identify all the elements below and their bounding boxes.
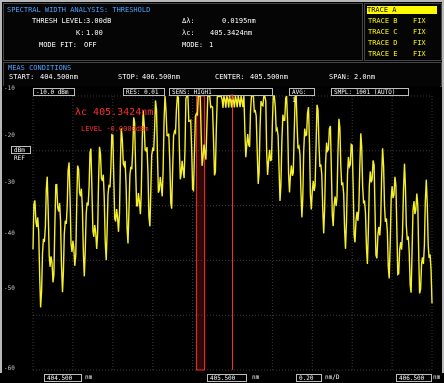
resolution-label: RES: <box>126 89 141 96</box>
k-value: 1.00 <box>86 29 103 37</box>
y-tick-0: -10 <box>4 85 15 92</box>
y-tick-1: -20 <box>4 132 15 139</box>
trace-c-name[interactable]: TRACE C <box>368 28 398 36</box>
trace-b-name[interactable]: TRACE B <box>368 17 398 25</box>
trace-a-selected[interactable]: TRACE A <box>367 6 437 14</box>
center-bottom-value: 405.500 <box>210 375 236 382</box>
analysis-panel: SPECTRAL WIDTH ANALYSIS: THRESHOLD THRES… <box>3 3 363 61</box>
span-box: 0.20 <box>296 374 322 382</box>
start-bottom-unit: nm <box>85 374 93 381</box>
level-annotation: LEVEL -0.0000dBm <box>81 125 149 133</box>
sensitivity-box: SENS: HIGH1 <box>169 88 273 96</box>
k-label: K: <box>76 29 85 37</box>
trace-d-name[interactable]: TRACE D <box>368 39 398 47</box>
spectrum-chart: -10.0 dBm RES: 0.01 SENS: HIGH1 AVG: 1 S… <box>3 86 440 374</box>
stop-bottom-unit: nm <box>433 374 441 381</box>
center-label: CENTER: <box>215 73 245 81</box>
trace-e-name[interactable]: TRACE E <box>368 50 398 58</box>
delta-lambda-value: 0.0195nm <box>222 17 256 25</box>
mode-fit-value: OFF <box>84 41 97 49</box>
average-box: AVG: 1 <box>289 88 315 104</box>
thresh-value: 3.00dB <box>86 17 112 25</box>
span-label: SPAN: <box>329 73 351 81</box>
stop-bottom-value: 406.500 <box>399 375 425 382</box>
center-bottom-unit: nm <box>252 374 260 381</box>
trace-panel: TRACE A TRACE B FIX TRACE C FIX TRACE D … <box>364 3 442 61</box>
conditions-title: MEAS CONDITIONS <box>8 64 72 72</box>
measurement-conditions: MEAS CONDITIONS START: 404.500nm STOP: 4… <box>3 62 442 87</box>
peak-marker-label: 4 <box>229 93 234 102</box>
lambda-c-value: 405.3424nm <box>210 29 253 37</box>
start-value: 404.500nm <box>40 73 78 81</box>
mode-fit-label: MODE FIT: <box>39 41 77 49</box>
ref-marker-box: dBm REF <box>11 146 31 162</box>
stop-value: 406.500nm <box>142 73 180 81</box>
span-bottom-value: 0.20 <box>299 375 314 382</box>
span-value: 2.0nm <box>354 73 376 81</box>
resolution-value: 0.01 <box>144 89 159 96</box>
mode-value: 1 <box>209 41 214 49</box>
start-label: START: <box>9 73 35 81</box>
start-box: 404.500 <box>44 374 82 382</box>
trace-b-value: FIX <box>413 17 426 25</box>
lambda-center-annotation: λc 405.3424nm <box>75 107 154 118</box>
reference-level-unit: dBm <box>57 89 69 96</box>
sensitivity-value: HIGH1 <box>193 89 212 96</box>
trace-c-value: FIX <box>413 28 426 36</box>
lambda-c-label: λc: <box>182 29 195 37</box>
panel-title: SPECTRAL WIDTH ANALYSIS: THRESHOLD <box>7 6 151 14</box>
center-value: 405.500nm <box>250 73 288 81</box>
trace-d-value: FIX <box>413 39 426 47</box>
spectrum-svg <box>3 86 440 374</box>
reference-level-value: -10.0 <box>36 89 55 96</box>
average-value: 1 <box>292 97 296 104</box>
start-bottom-value: 404.500 <box>47 375 73 382</box>
y-tick-4: -50 <box>4 285 15 292</box>
mode-label: MODE: <box>182 41 204 49</box>
sampling-box: SMPL: 1001 (AUTO) <box>331 88 409 96</box>
delta-lambda-label: Δλ: <box>182 17 195 25</box>
trace-path <box>32 93 433 308</box>
y-tick-5: -60 <box>4 365 15 372</box>
chart-background <box>3 86 440 374</box>
sampling-value: 1001 (AUTO) <box>355 89 396 96</box>
ref-marker-value: dBm REF <box>14 147 25 162</box>
sensitivity-label: SENS: <box>172 89 191 96</box>
center-box: 405.500 <box>207 374 247 382</box>
stop-label: STOP: <box>118 73 140 81</box>
trace-e-value: FIX <box>413 50 426 58</box>
y-tick-2: -30 <box>4 179 15 186</box>
reference-level-box: -10.0 dBm <box>33 88 75 96</box>
trace-line <box>32 93 433 308</box>
thresh-label: THRESH LEVEL: <box>32 17 87 25</box>
stop-box: 406.500 <box>396 374 432 382</box>
chart-grid <box>32 95 433 371</box>
average-label: AVG: <box>292 89 307 96</box>
sampling-label: SMPL: <box>334 89 353 96</box>
resolution-box: RES: 0.01 <box>123 88 165 96</box>
span-bottom-unit: nm/D <box>325 374 340 381</box>
y-tick-3: -40 <box>4 230 15 237</box>
